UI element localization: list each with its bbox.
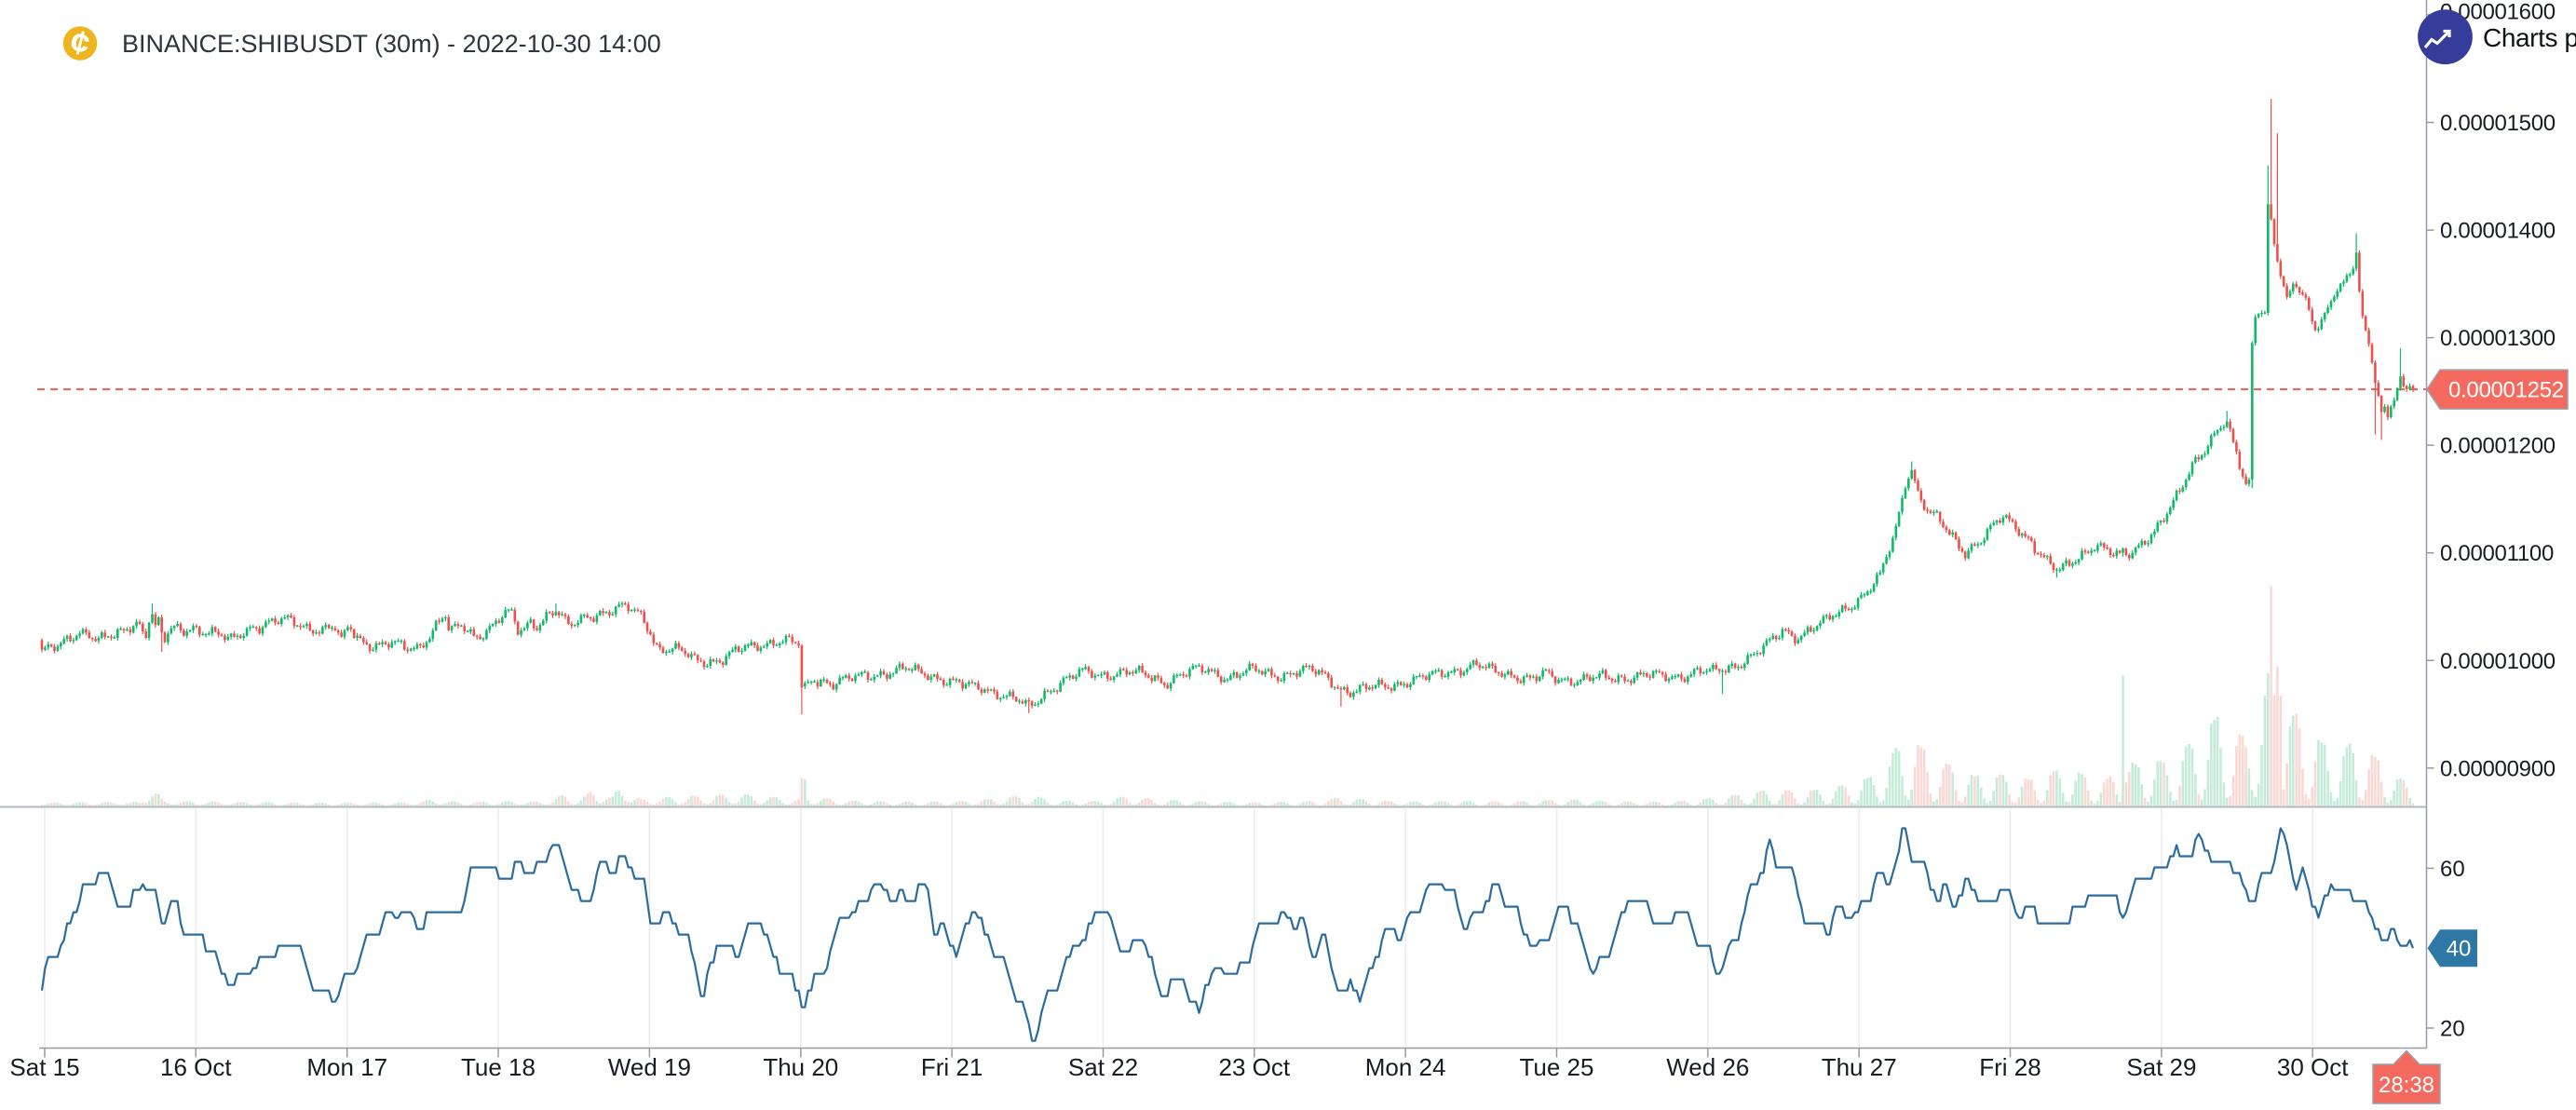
svg-text:20: 20 xyxy=(2440,1017,2465,1042)
svg-text:Mon 24: Mon 24 xyxy=(1365,1053,1446,1081)
svg-text:30 Oct: 30 Oct xyxy=(2277,1053,2349,1081)
svg-text:16 Oct: 16 Oct xyxy=(160,1053,232,1081)
svg-text:28:38: 28:38 xyxy=(2379,1073,2434,1098)
svg-text:Fri 21: Fri 21 xyxy=(921,1053,983,1081)
svg-text:Mon 17: Mon 17 xyxy=(306,1053,387,1081)
svg-text:40: 40 xyxy=(2447,937,2472,962)
svg-text:Tue 18: Tue 18 xyxy=(461,1053,536,1081)
svg-text:0.00001252: 0.00001252 xyxy=(2448,378,2564,403)
svg-text:0.00001400: 0.00001400 xyxy=(2440,219,2556,244)
svg-text:0.00001200: 0.00001200 xyxy=(2440,434,2556,459)
svg-text:Sat 22: Sat 22 xyxy=(1068,1053,1138,1081)
svg-text:Wed 19: Wed 19 xyxy=(608,1053,691,1081)
svg-text:0.00001500: 0.00001500 xyxy=(2440,111,2556,136)
svg-text:Sat 15: Sat 15 xyxy=(9,1053,79,1081)
svg-text:23 Oct: 23 Oct xyxy=(1219,1053,1291,1081)
svg-text:Thu 20: Thu 20 xyxy=(763,1053,838,1081)
svg-text:Fri 28: Fri 28 xyxy=(1979,1053,2040,1081)
svg-text:Wed 26: Wed 26 xyxy=(1666,1053,1749,1081)
svg-text:Thu 27: Thu 27 xyxy=(1822,1053,1897,1081)
svg-text:BINANCE:SHIBUSDT (30m) - 2022-: BINANCE:SHIBUSDT (30m) - 2022-10-30 14:0… xyxy=(122,30,661,58)
svg-text:Sat 29: Sat 29 xyxy=(2126,1053,2196,1081)
svg-text:0.00001100: 0.00001100 xyxy=(2440,541,2554,566)
svg-text:0.00000900: 0.00000900 xyxy=(2440,756,2556,781)
svg-text:0.00001300: 0.00001300 xyxy=(2440,326,2556,351)
svg-text:0.00001000: 0.00001000 xyxy=(2440,649,2556,674)
svg-text:Tue 25: Tue 25 xyxy=(1520,1053,1594,1081)
svg-text:Charts po: Charts po xyxy=(2483,23,2576,52)
svg-text:60: 60 xyxy=(2440,857,2465,882)
